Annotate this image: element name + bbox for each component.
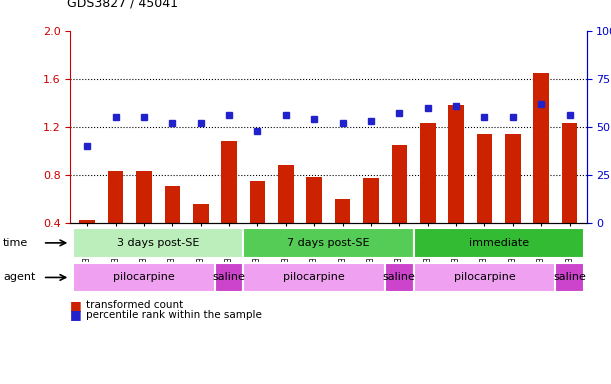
Text: saline: saline [553,272,586,283]
Bar [73,263,215,292]
Bar [414,228,584,258]
Text: ■: ■ [70,308,82,321]
Bar [414,263,555,292]
Bar [420,123,436,223]
Bar [562,123,577,223]
Bar [335,199,350,223]
Bar [448,105,464,223]
Text: pilocarpine: pilocarpine [113,272,175,283]
Bar [79,220,95,223]
Text: percentile rank within the sample: percentile rank within the sample [86,310,262,320]
Text: ■: ■ [70,299,82,312]
Bar [555,263,584,292]
Bar [392,145,407,223]
Bar [250,181,265,223]
Bar [307,177,322,223]
Bar [505,134,521,223]
Bar [221,141,237,223]
Bar [193,204,208,223]
Text: saline: saline [383,272,415,283]
Text: agent: agent [3,272,35,283]
Bar [243,263,385,292]
Text: pilocarpine: pilocarpine [284,272,345,283]
Bar [215,263,243,292]
Text: transformed count: transformed count [86,300,183,310]
Bar [278,165,294,223]
Text: immediate: immediate [469,238,529,248]
Bar [385,263,414,292]
Bar [136,171,152,223]
Text: saline: saline [213,272,246,283]
Bar [243,228,414,258]
Bar [164,185,180,223]
Text: time: time [3,238,28,248]
Text: GDS3827 / 45041: GDS3827 / 45041 [67,0,178,10]
Bar [108,171,123,223]
Text: 7 days post-SE: 7 days post-SE [287,238,370,248]
Text: pilocarpine: pilocarpine [453,272,515,283]
Text: 3 days post-SE: 3 days post-SE [117,238,199,248]
Bar [73,228,243,258]
Bar [477,134,492,223]
Bar [363,178,379,223]
Bar [533,73,549,223]
